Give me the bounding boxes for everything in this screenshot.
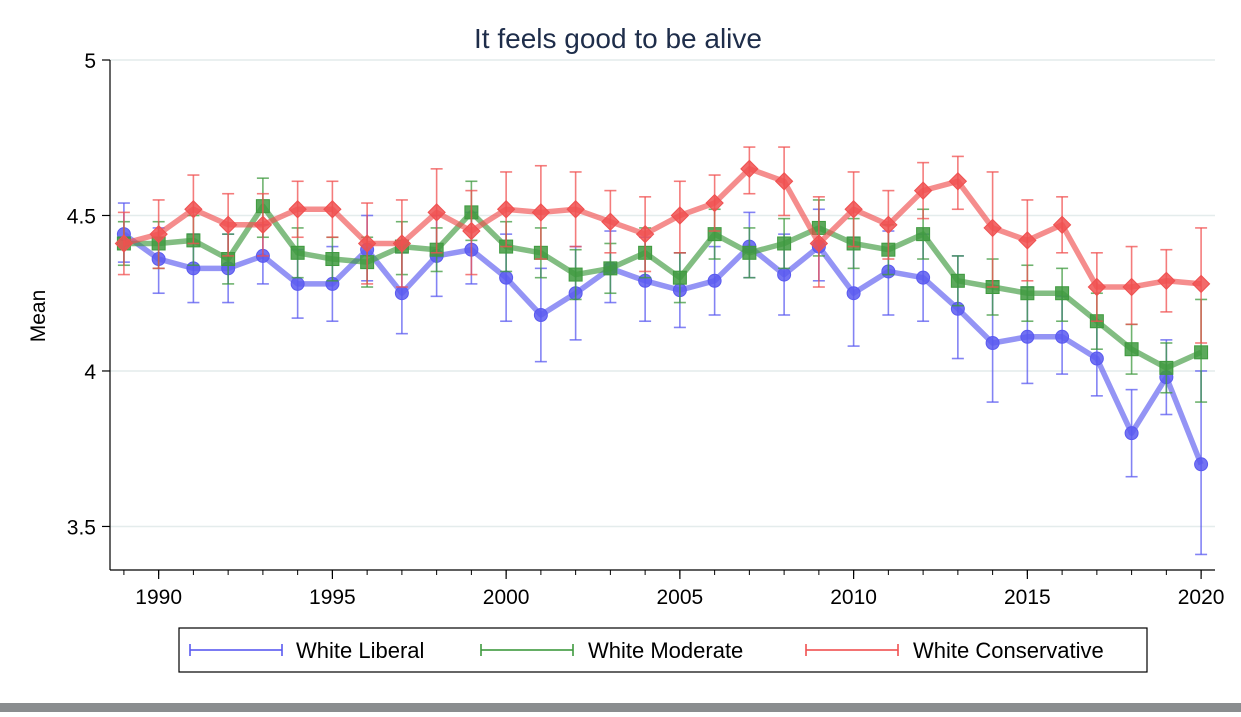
- x-tick-label: 1990: [135, 586, 182, 609]
- data-point: [1018, 231, 1037, 250]
- data-point: [1055, 286, 1070, 301]
- data-point: [427, 203, 446, 222]
- data-point: [1055, 329, 1070, 344]
- data-point: [1020, 329, 1035, 344]
- data-point: [253, 215, 273, 235]
- data-point: [670, 206, 690, 225]
- data-point: [394, 286, 409, 301]
- data-point: [740, 159, 759, 179]
- legend: White Liberal White Moderate White Conserv…: [178, 627, 1148, 673]
- data-point: [290, 276, 305, 291]
- data-point: [774, 172, 794, 191]
- series-white-conservative: [114, 146, 1211, 344]
- data-point: [325, 252, 340, 267]
- data-point: [184, 200, 203, 219]
- data-point: [707, 273, 722, 288]
- data-point: [533, 308, 548, 322]
- y-tick-label: 5: [84, 50, 96, 73]
- data-point: [462, 221, 481, 241]
- data-point: [705, 193, 724, 213]
- data-point: [983, 218, 1002, 238]
- series-white-moderate: [116, 177, 1209, 403]
- data-point: [323, 200, 342, 219]
- data-point: [879, 215, 898, 235]
- legend-label: White Liberal: [296, 638, 424, 663]
- data-point: [1052, 215, 1072, 235]
- data-point: [916, 270, 931, 285]
- data-point: [948, 172, 968, 191]
- data-point: [357, 234, 377, 253]
- legend-label: White Conservative: [913, 638, 1104, 663]
- data-point: [218, 215, 238, 235]
- data-point: [114, 234, 134, 253]
- chart-title: It feels good to be alive: [474, 23, 762, 54]
- legend-item-white-conservative: White Conservative: [805, 638, 1104, 663]
- data-point: [1122, 277, 1141, 297]
- data-point: [916, 227, 931, 242]
- data-point: [1191, 274, 1211, 294]
- data-point: [1159, 360, 1174, 375]
- bottom-bar: [0, 703, 1241, 712]
- data-point: [777, 236, 792, 251]
- legend-item-white-liberal: White Liberal: [189, 638, 424, 663]
- legend-item-white-moderate: White Moderate: [480, 638, 743, 663]
- data-point: [568, 267, 583, 282]
- y-axis-label: Mean: [27, 290, 50, 343]
- x-tick-label: 2000: [483, 586, 530, 609]
- series-line: [123, 166, 1202, 290]
- data-point: [1157, 271, 1176, 290]
- y-tick-label: 4.5: [67, 205, 96, 228]
- data-point: [1124, 342, 1139, 357]
- data-point: [392, 234, 412, 253]
- data-point: [531, 203, 551, 222]
- data-point: [777, 267, 792, 282]
- data-point: [985, 335, 1000, 350]
- data-point: [1087, 277, 1107, 297]
- legend-label: White Moderate: [588, 638, 743, 663]
- data-point: [566, 200, 585, 219]
- series-white-liberal: [116, 202, 1209, 556]
- data-point: [496, 200, 516, 219]
- x-tick-label: 2010: [830, 586, 877, 609]
- data-point: [603, 261, 618, 276]
- axes: 3.5 4 4.5 5 1990 1995 2000 2005 2010 2015 2020: [67, 50, 1225, 609]
- data-point: [635, 224, 655, 244]
- y-tick-label: 4: [84, 361, 96, 384]
- data-point: [913, 181, 933, 200]
- data-point: [499, 270, 514, 285]
- y-tick-label: 3.5: [67, 516, 96, 539]
- data-point: [1194, 457, 1209, 472]
- data-point: [742, 245, 757, 260]
- x-tick-label: 2015: [1004, 586, 1051, 609]
- data-point: [1194, 345, 1209, 360]
- data-point: [290, 245, 305, 260]
- legend-box: [178, 627, 1148, 673]
- data-point: [809, 234, 829, 253]
- data-point: [950, 273, 965, 288]
- data-point: [149, 224, 168, 244]
- grid-lines: [110, 59, 1215, 528]
- x-tick-label: 2005: [657, 586, 704, 609]
- data-point: [288, 200, 307, 219]
- x-tick-label: 2020: [1178, 586, 1225, 609]
- series-layer: [114, 146, 1211, 556]
- data-point: [846, 286, 861, 301]
- data-point: [601, 212, 620, 231]
- data-point: [1020, 286, 1035, 301]
- data-point: [844, 200, 863, 219]
- data-point: [672, 270, 687, 285]
- data-point: [1089, 351, 1104, 366]
- x-tick-label: 1995: [309, 586, 356, 609]
- data-point: [1124, 426, 1139, 441]
